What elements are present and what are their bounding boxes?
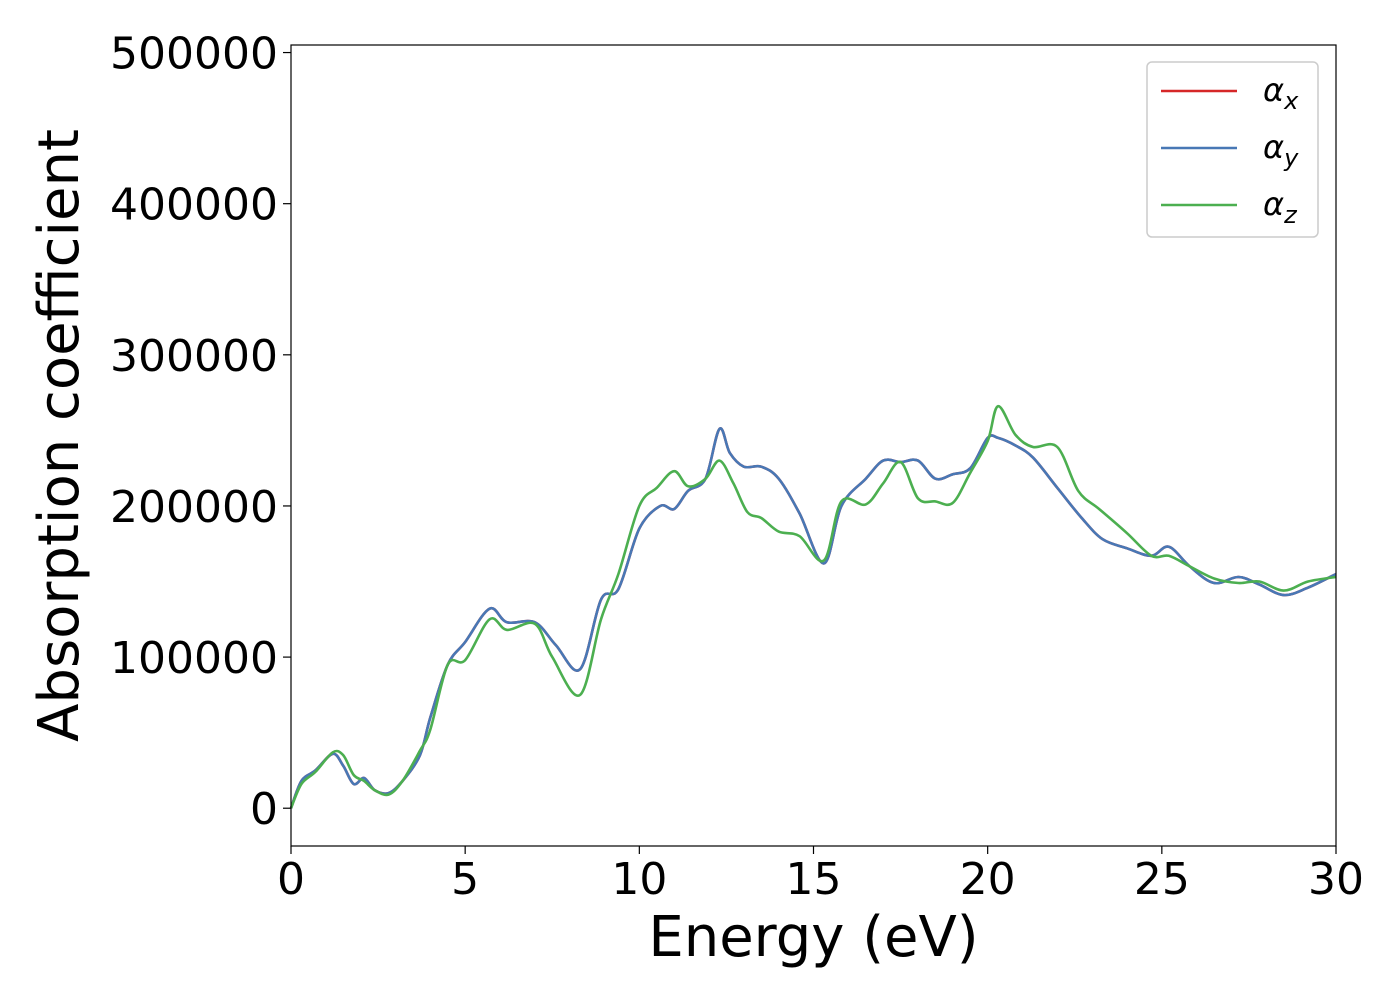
y-tick-label: 200000 <box>110 482 278 533</box>
y-tick-label: 500000 <box>110 29 278 80</box>
legend-label-x: αx <box>1263 71 1299 115</box>
series-lines <box>289 404 1337 809</box>
y-tick-label: 0 <box>250 784 278 835</box>
legend-box <box>1146 61 1319 238</box>
x-tick-label: 0 <box>277 854 305 905</box>
y-tick-label: 300000 <box>110 331 278 382</box>
x-tick-label: 20 <box>960 854 1016 905</box>
x-tick-label: 25 <box>1134 854 1190 905</box>
x-tick-label: 15 <box>786 854 842 905</box>
y-axis-ticks: 0 100000 200000 300000 400000 500000 <box>110 29 291 835</box>
x-axis-title: Energy (eV) <box>648 905 978 970</box>
x-tick-label: 5 <box>451 854 479 905</box>
y-axis-title: Absorption coefficient <box>27 129 92 742</box>
y-tick-label: 400000 <box>110 180 278 231</box>
legend: αx αy αz <box>1146 61 1319 238</box>
series-line-z <box>289 404 1337 809</box>
x-tick-label: 10 <box>611 854 667 905</box>
series-line-x <box>289 427 1337 809</box>
legend-label-z: αz <box>1263 185 1298 229</box>
y-tick-label: 100000 <box>110 633 278 684</box>
legend-label-y: αy <box>1263 128 1299 172</box>
series-line-y <box>289 427 1337 809</box>
x-axis-ticks: 0 5 10 15 20 25 30 <box>277 846 1364 905</box>
x-tick-label: 30 <box>1308 854 1364 905</box>
